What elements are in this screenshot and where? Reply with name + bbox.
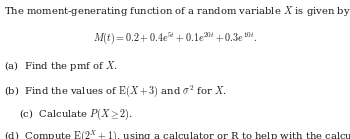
- Text: $M(t) = 0.2 + 0.4e^{5t} + 0.1e^{20t} + 0.3e^{10t}.$: $M(t) = 0.2 + 0.4e^{5t} + 0.1e^{20t} + 0…: [93, 31, 257, 46]
- Text: (a)  Find the pmf of $X$.: (a) Find the pmf of $X$.: [4, 59, 118, 73]
- Text: (d)  Compute $\mathrm{E}(2^X + 1)$, using a calculator or R to help with the cal: (d) Compute $\mathrm{E}(2^X + 1)$, using…: [4, 129, 350, 139]
- Text: (b)  Find the values of $\mathrm{E}(X + 3)$ and $\sigma^2$ for $X$.: (b) Find the values of $\mathrm{E}(X + 3…: [4, 83, 227, 99]
- Text: (c)  Calculate $P(X \geq 2)$.: (c) Calculate $P(X \geq 2)$.: [19, 106, 133, 122]
- Text: The moment-generating function of a random variable $X$ is given by: The moment-generating function of a rand…: [4, 4, 350, 18]
